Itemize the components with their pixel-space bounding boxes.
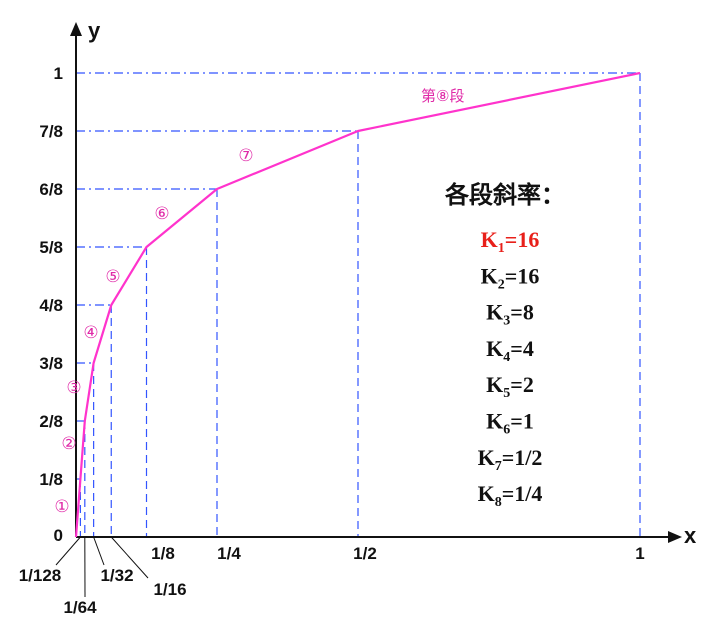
slope-value: =2 (510, 372, 534, 397)
x-tick-leader (93, 536, 105, 566)
y-tick-label: 2/8 (39, 412, 63, 431)
compression-curve (74, 71, 641, 538)
x-tick-label: 1/2 (353, 544, 377, 563)
slope-subscript: 7 (495, 459, 502, 474)
grid-lines (76, 72, 641, 537)
y-tick-label: 6/8 (39, 180, 63, 199)
slope-k: K (486, 372, 503, 397)
y-tick-label: 5/8 (39, 238, 63, 257)
y-tick-label: 7/8 (39, 122, 63, 141)
axes: x y (70, 18, 697, 548)
x-tick-label: 1/8 (151, 544, 175, 563)
slope-label: K5=2 (486, 372, 534, 401)
slope-subscript: 2 (498, 277, 505, 292)
slope-label: K2=16 (481, 263, 540, 292)
x-tick-label: 1/4 (217, 544, 241, 563)
segment-label: ③ (66, 378, 81, 398)
slope-k: K (478, 481, 495, 506)
segment-label: ② (61, 434, 76, 454)
y-tick-label: 1 (54, 64, 63, 83)
x-tick-label: 1 (635, 544, 644, 563)
curve-series (74, 71, 641, 538)
x-tick-label: 1/128 (19, 566, 62, 585)
slope-subscript: 4 (503, 350, 510, 365)
slope-label: K4=4 (486, 336, 534, 365)
slopes-title: 各段斜率： (444, 180, 565, 209)
segment-label: ⑤ (105, 267, 120, 287)
slope-panel: 各段斜率： K1=16K2=16K3=8K4=4K5=2K6=1K7=1/2K8… (444, 180, 565, 510)
segment-8-label: 第⑧段 (421, 87, 464, 105)
slope-k: K (486, 336, 503, 361)
segment-label: ⑦ (238, 146, 253, 166)
slope-k: K (486, 300, 503, 325)
x-tick-label: 1/64 (63, 598, 97, 617)
slope-k: K (486, 409, 503, 434)
y-axis-arrow (70, 22, 82, 36)
slope-subscript: 3 (503, 314, 510, 329)
segment-label: ④ (83, 323, 98, 343)
y-tick-label: 4/8 (39, 296, 63, 315)
slope-value: =1/4 (502, 481, 543, 506)
x-axis-title: x (684, 523, 697, 548)
segment-label: ① (54, 497, 69, 517)
segment-8-label-part: 段 (449, 87, 464, 105)
slope-label: K7=1/2 (478, 445, 543, 474)
slope-subscript: 8 (495, 495, 502, 510)
y-tick-label: 1/8 (39, 470, 63, 489)
y-tick-label: 3/8 (39, 354, 63, 373)
slope-label: K6=1 (486, 409, 534, 438)
slope-label: K1=16 (481, 227, 540, 256)
slope-value: =8 (510, 300, 534, 325)
slope-k: K (478, 445, 495, 470)
slope-value: =16 (505, 263, 540, 288)
slope-value: =1/2 (502, 445, 543, 470)
x-tick-label: 0 (54, 526, 63, 545)
slope-label: K8=1/4 (478, 481, 543, 510)
x-tick-leader (55, 536, 81, 566)
slope-value: =1 (510, 409, 534, 434)
slope-k: K (481, 263, 498, 288)
y-axis-title: y (88, 18, 101, 43)
slope-label: K3=8 (486, 300, 534, 329)
segment-labels: ① ② ③ ④ ⑤ ⑥ ⑦ 第⑧段 (54, 87, 464, 517)
segment-label: ⑥ (154, 204, 169, 224)
segment-8-label-part: ⑧ (436, 87, 449, 105)
slope-subscript: 6 (503, 423, 510, 438)
x-tick-label: 1/32 (100, 566, 133, 585)
slope-subscript: 5 (503, 386, 510, 401)
segment-8-label-part: 第 (421, 87, 436, 105)
slope-k: K (481, 227, 498, 252)
slope-value: =4 (510, 336, 534, 361)
slope-value: =16 (505, 227, 540, 252)
slope-subscript: 1 (498, 241, 505, 256)
x-tick-leader (110, 536, 149, 579)
x-tick-label: 1/16 (153, 580, 186, 599)
x-axis-arrow (668, 531, 682, 543)
